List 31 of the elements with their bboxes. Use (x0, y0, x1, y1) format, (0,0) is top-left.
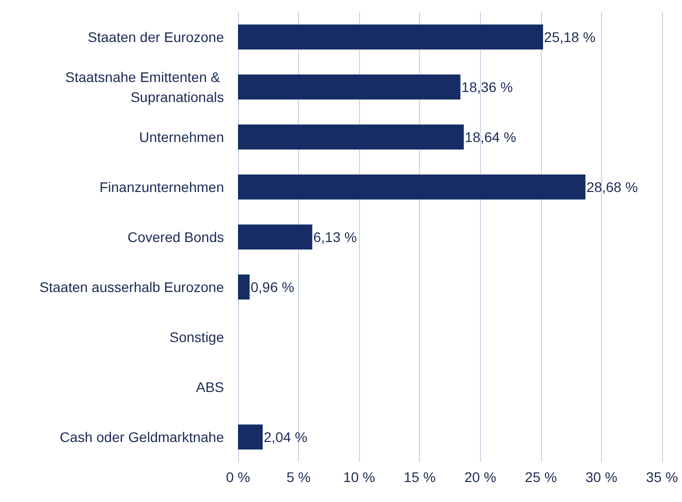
y-tick-label: Covered Bonds (127, 229, 224, 245)
data-label: 2,04 % (264, 429, 308, 445)
bar (238, 224, 312, 250)
data-label: 18,36 % (461, 79, 513, 95)
bar (238, 124, 464, 150)
x-tick-label: 15 % (404, 469, 436, 485)
data-label: 28,68 % (586, 179, 638, 195)
data-label: 25,18 % (544, 29, 596, 45)
x-tick-label: 5 % (286, 469, 311, 485)
y-tick-label: Staatsnahe Emittenten & Supranationals (65, 69, 224, 105)
data-label: 6,13 % (313, 229, 357, 245)
bar (238, 274, 250, 300)
x-tick-label: 25 % (524, 469, 557, 485)
x-tick-label: 35 % (646, 469, 678, 485)
bar (238, 424, 263, 450)
y-tick-label: Staaten der Eurozone (88, 29, 224, 45)
y-tick-label: ABS (196, 379, 224, 395)
data-label: 0,96 % (250, 279, 294, 295)
x-tick-label: 20 % (464, 469, 496, 485)
y-tick-label: Sonstige (170, 329, 224, 345)
x-tick-label: 10 % (343, 469, 376, 485)
y-tick-label: Unternehmen (139, 129, 224, 145)
y-tick-label: Finanzunternehmen (99, 179, 224, 195)
bar (238, 174, 586, 200)
bar (238, 24, 544, 50)
x-tick-label: 30 % (585, 469, 618, 485)
data-label: 18,64 % (464, 129, 516, 145)
y-tick-label: Cash oder Geldmarktnahe (60, 429, 224, 445)
bar (238, 74, 460, 100)
x-tick-label: 0 % (226, 469, 250, 485)
y-tick-label: Staaten ausserhalb Eurozone (40, 279, 224, 295)
